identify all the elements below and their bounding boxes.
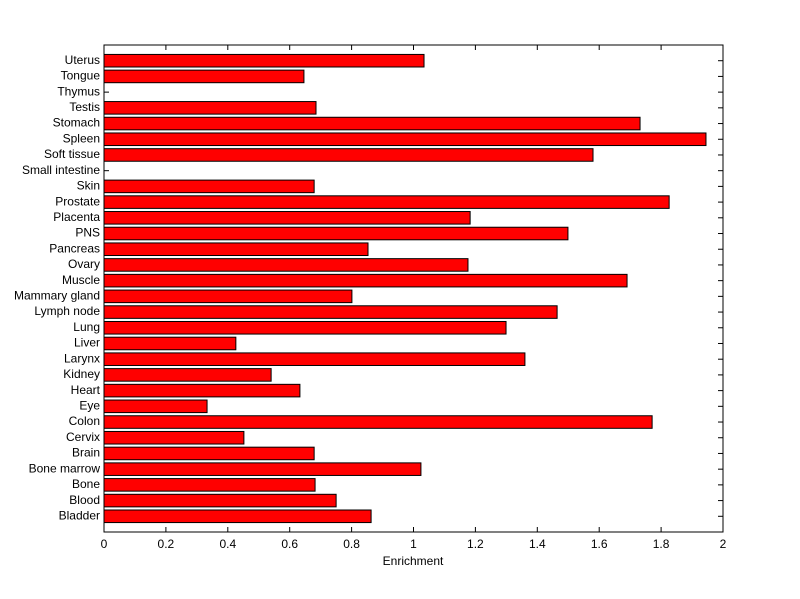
y-tick-label: Kidney bbox=[63, 367, 100, 381]
bar bbox=[103, 383, 301, 398]
x-axis-label: Enrichment bbox=[383, 554, 444, 568]
bar bbox=[103, 116, 641, 131]
bar bbox=[103, 273, 628, 288]
bar bbox=[103, 352, 526, 366]
bar bbox=[103, 509, 372, 524]
bar bbox=[103, 462, 422, 476]
x-tick-label: 1.2 bbox=[467, 537, 484, 551]
y-tick-label: Brain bbox=[72, 446, 100, 460]
y-tick-label: Bone bbox=[72, 477, 100, 491]
bar bbox=[103, 132, 707, 147]
y-tick-label: Tongue bbox=[61, 69, 101, 83]
bar bbox=[103, 478, 316, 492]
bar bbox=[103, 242, 369, 257]
bar bbox=[103, 368, 272, 382]
y-tick-label: Muscle bbox=[62, 273, 100, 287]
bar bbox=[103, 101, 317, 115]
y-tick-label: Testis bbox=[69, 100, 100, 114]
y-tick-label: Soft tissue bbox=[44, 147, 100, 161]
y-tick-label: Ovary bbox=[68, 257, 100, 271]
y-tick-label: Spleen bbox=[63, 131, 100, 145]
bar bbox=[103, 415, 653, 429]
y-tick-label: Larynx bbox=[64, 351, 100, 365]
bar bbox=[103, 430, 245, 445]
y-tick-label: Eye bbox=[79, 398, 100, 412]
y-tick-label: Mammary gland bbox=[14, 289, 100, 303]
y-tick-label: Colon bbox=[69, 414, 100, 428]
x-tick-label: 0.4 bbox=[219, 537, 236, 551]
bar bbox=[103, 226, 569, 241]
y-tick-label: Pancreas bbox=[49, 241, 100, 255]
x-tick-label: 1.4 bbox=[529, 537, 546, 551]
y-tick-label: Prostate bbox=[55, 194, 100, 208]
y-tick-label: PNS bbox=[75, 226, 100, 240]
bar bbox=[103, 399, 208, 414]
x-tick-label: 0.2 bbox=[158, 537, 175, 551]
y-tick-label: Placenta bbox=[53, 210, 100, 224]
y-tick-label: Lymph node bbox=[34, 304, 100, 318]
x-tick-label: 0.8 bbox=[343, 537, 360, 551]
y-tick-label: Bladder bbox=[59, 508, 100, 522]
y-tick-label: Lung bbox=[73, 320, 100, 334]
y-tick-label: Bone marrow bbox=[29, 461, 101, 475]
y-tick-label: Small intestine bbox=[22, 163, 100, 177]
bar bbox=[103, 258, 469, 272]
bar bbox=[103, 69, 305, 84]
y-tick-label: Thymus bbox=[57, 84, 100, 98]
y-tick-label: Heart bbox=[71, 383, 101, 397]
x-tick-label: 0 bbox=[101, 537, 108, 551]
y-tick-label: Cervix bbox=[66, 430, 100, 444]
bar bbox=[103, 211, 471, 225]
x-tick-label: 1.8 bbox=[653, 537, 670, 551]
x-tick-label: 1.6 bbox=[591, 537, 608, 551]
y-tick-label: Blood bbox=[69, 493, 100, 507]
bar bbox=[103, 493, 337, 508]
bar bbox=[103, 53, 425, 68]
x-tick-label: 2 bbox=[720, 537, 727, 551]
y-tick-label: Liver bbox=[74, 336, 100, 350]
bar bbox=[103, 148, 594, 162]
bar bbox=[103, 320, 507, 335]
bar bbox=[103, 446, 315, 461]
x-tick-label: 0.6 bbox=[281, 537, 298, 551]
y-tick-label: Skin bbox=[77, 179, 100, 193]
bar bbox=[103, 289, 353, 304]
y-tick-label: Uterus bbox=[65, 53, 100, 67]
bar bbox=[103, 336, 237, 351]
bar bbox=[103, 305, 558, 319]
x-tick-label: 1 bbox=[410, 537, 417, 551]
y-tick-label: Stomach bbox=[53, 116, 100, 130]
bar bbox=[103, 195, 670, 209]
bar bbox=[103, 179, 315, 194]
